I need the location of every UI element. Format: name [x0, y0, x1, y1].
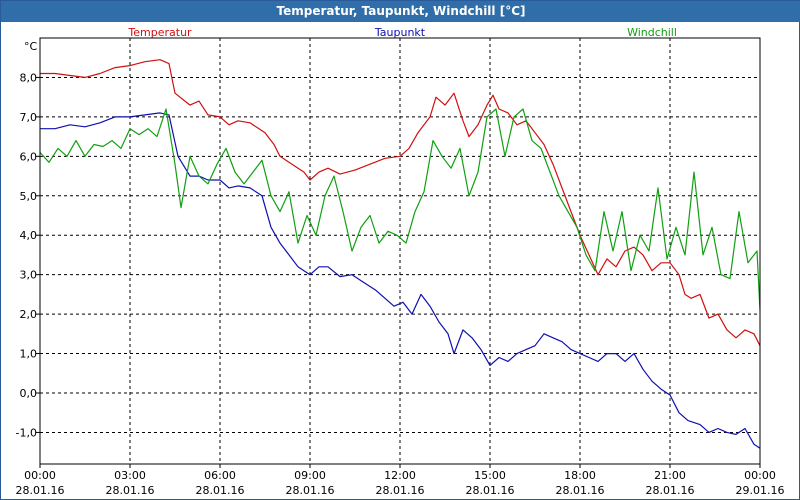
- x-tick-time: 00:00: [744, 469, 776, 482]
- y-axis-ticks: -1,0 0,0 1,0 2,0 3,0 4,0 5,0 6,0 7,0 8,0: [16, 71, 40, 439]
- chart-title: Temperatur, Taupunkt, Windchill [°C]: [1, 1, 800, 22]
- y-tick-label: 7,0: [20, 111, 38, 124]
- plot-area-border: [39, 37, 761, 465]
- series-line-windchill: [39, 108, 761, 311]
- x-tick-date: 28.01.16: [556, 484, 605, 497]
- series-line-temperatur: [40, 59, 761, 346]
- x-tick-time: 21:00: [654, 469, 686, 482]
- x-tick-date: 29.01.16: [736, 484, 785, 497]
- x-tick-time: 03:00: [114, 469, 146, 482]
- x-tick-time: 09:00: [294, 469, 326, 482]
- grid-lines: [40, 38, 760, 464]
- legend: Temperatur Taupunkt Windchill: [127, 26, 677, 39]
- y-tick-label: 5,0: [20, 190, 38, 203]
- x-tick-time: 00:00: [24, 469, 56, 482]
- x-tick-date: 28.01.16: [286, 484, 335, 497]
- x-tick-time: 06:00: [204, 469, 236, 482]
- y-axis-label: °C: [24, 40, 38, 53]
- y-tick-label: -1,0: [16, 426, 37, 439]
- y-tick-label: 6,0: [20, 150, 38, 163]
- x-tick-time: 18:00: [564, 469, 596, 482]
- x-tick-date: 28.01.16: [16, 484, 65, 497]
- y-tick-label: 8,0: [20, 71, 38, 84]
- series-lines: [39, 59, 761, 449]
- y-tick-label: 2,0: [20, 308, 38, 321]
- x-tick-time: 15:00: [474, 469, 506, 482]
- x-tick-date: 28.01.16: [466, 484, 515, 497]
- x-tick-date: 28.01.16: [376, 484, 425, 497]
- x-axis-ticks: 00:00 28.01.16 03:00 28.01.16 06:00 28.01.16 0…: [16, 464, 785, 497]
- x-tick-date: 28.01.16: [646, 484, 695, 497]
- legend-entry-taupunkt: Taupunkt: [374, 26, 426, 39]
- legend-entry-windchill: Windchill: [627, 26, 677, 39]
- x-tick-time: 12:00: [384, 469, 416, 482]
- x-tick-date: 28.01.16: [196, 484, 245, 497]
- y-tick-label: 0,0: [20, 387, 38, 400]
- y-tick-label: 1,0: [20, 348, 38, 361]
- y-tick-label: 4,0: [20, 229, 38, 242]
- x-tick-date: 28.01.16: [106, 484, 155, 497]
- y-tick-label: 3,0: [20, 269, 38, 282]
- legend-entry-temperatur: Temperatur: [127, 26, 192, 39]
